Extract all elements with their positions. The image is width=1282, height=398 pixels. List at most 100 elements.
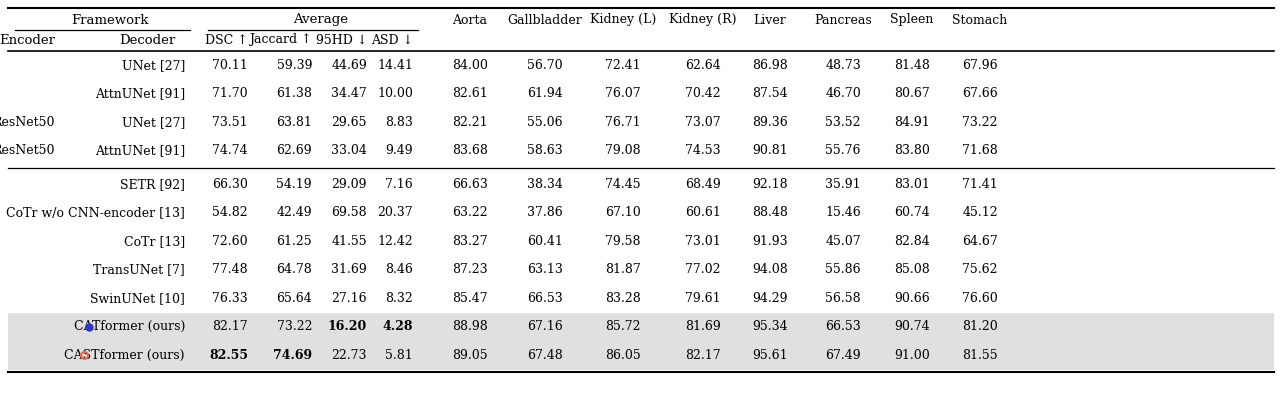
- Text: 54.19: 54.19: [277, 178, 312, 191]
- Text: 76.07: 76.07: [605, 87, 641, 100]
- Text: 85.08: 85.08: [894, 263, 929, 276]
- Text: SETR [92]: SETR [92]: [121, 178, 185, 191]
- Text: 7.16: 7.16: [386, 178, 413, 191]
- Text: 62.64: 62.64: [685, 59, 720, 72]
- Text: 48.73: 48.73: [826, 59, 862, 72]
- Text: 29.09: 29.09: [332, 178, 367, 191]
- Text: 45.07: 45.07: [826, 235, 860, 248]
- Text: 71.70: 71.70: [213, 87, 247, 100]
- Text: 70.11: 70.11: [213, 59, 247, 72]
- Text: 95.34: 95.34: [753, 320, 788, 333]
- Text: 95HD ↓: 95HD ↓: [315, 33, 367, 47]
- Text: Liver: Liver: [754, 14, 786, 27]
- Text: 60.61: 60.61: [685, 206, 720, 219]
- Text: 92.18: 92.18: [753, 178, 788, 191]
- Text: 68.49: 68.49: [685, 178, 720, 191]
- Text: 73.07: 73.07: [685, 116, 720, 129]
- Text: 85.72: 85.72: [605, 320, 641, 333]
- Text: 14.41: 14.41: [377, 59, 413, 72]
- Text: 33.04: 33.04: [331, 144, 367, 157]
- Text: 66.30: 66.30: [212, 178, 247, 191]
- Text: 8.46: 8.46: [385, 263, 413, 276]
- Text: 59.39: 59.39: [277, 59, 312, 72]
- Text: 89.36: 89.36: [753, 116, 788, 129]
- Text: 61.94: 61.94: [527, 87, 563, 100]
- Text: 5.81: 5.81: [386, 349, 413, 362]
- Text: 82.17: 82.17: [213, 320, 247, 333]
- Text: AttnUNet [91]: AttnUNet [91]: [95, 144, 185, 157]
- Text: 86.98: 86.98: [753, 59, 788, 72]
- Text: 75.62: 75.62: [963, 263, 997, 276]
- Text: Kidney (R): Kidney (R): [669, 14, 737, 27]
- Text: Spleen: Spleen: [890, 14, 933, 27]
- Text: 76.33: 76.33: [213, 292, 247, 305]
- Text: 73.22: 73.22: [277, 320, 312, 333]
- Text: 67.16: 67.16: [527, 320, 563, 333]
- Text: UNet [27]: UNet [27]: [122, 59, 185, 72]
- Text: 16.20: 16.20: [328, 320, 367, 333]
- Text: 84.00: 84.00: [453, 59, 488, 72]
- Text: 83.01: 83.01: [894, 178, 929, 191]
- Text: 41.55: 41.55: [331, 235, 367, 248]
- Text: 67.49: 67.49: [826, 349, 860, 362]
- Text: 64.78: 64.78: [276, 263, 312, 276]
- Text: Jaccard ↑: Jaccard ↑: [250, 33, 312, 47]
- Text: 79.61: 79.61: [685, 292, 720, 305]
- Text: 66.53: 66.53: [826, 320, 862, 333]
- Text: 62.69: 62.69: [277, 144, 312, 157]
- Text: 84.91: 84.91: [894, 116, 929, 129]
- Text: 10.00: 10.00: [377, 87, 413, 100]
- Text: 64.67: 64.67: [962, 235, 997, 248]
- Text: 82.55: 82.55: [209, 349, 247, 362]
- Text: Aorta: Aorta: [453, 14, 487, 27]
- Text: 73.01: 73.01: [685, 235, 720, 248]
- Text: 46.70: 46.70: [826, 87, 862, 100]
- Text: 55.76: 55.76: [826, 144, 860, 157]
- Text: 74.74: 74.74: [213, 144, 247, 157]
- Text: 72.41: 72.41: [605, 59, 641, 72]
- Text: 82.84: 82.84: [894, 235, 929, 248]
- Text: 70.42: 70.42: [685, 87, 720, 100]
- Text: 79.58: 79.58: [605, 235, 641, 248]
- Text: DSC ↑: DSC ↑: [205, 33, 247, 47]
- Text: Encoder: Encoder: [0, 33, 55, 47]
- Text: CASTformer (ours): CASTformer (ours): [64, 349, 185, 362]
- Bar: [8, 341, 1274, 369]
- Text: 56.58: 56.58: [826, 292, 860, 305]
- Text: 85.47: 85.47: [453, 292, 488, 305]
- Text: 83.27: 83.27: [453, 235, 488, 248]
- Text: 74.53: 74.53: [685, 144, 720, 157]
- Text: 15.46: 15.46: [826, 206, 862, 219]
- Text: 38.34: 38.34: [527, 178, 563, 191]
- Text: 90.81: 90.81: [753, 144, 788, 157]
- Text: 71.68: 71.68: [962, 144, 997, 157]
- Text: 90.66: 90.66: [894, 292, 929, 305]
- Text: 80.67: 80.67: [894, 87, 929, 100]
- Text: 81.55: 81.55: [963, 349, 997, 362]
- Text: 81.87: 81.87: [605, 263, 641, 276]
- Text: 58.63: 58.63: [527, 144, 563, 157]
- Text: 9.49: 9.49: [386, 144, 413, 157]
- Text: 90.74: 90.74: [894, 320, 929, 333]
- Text: 60.74: 60.74: [894, 206, 929, 219]
- Text: 69.58: 69.58: [331, 206, 367, 219]
- Text: 63.22: 63.22: [453, 206, 488, 219]
- Text: SwinUNet [10]: SwinUNet [10]: [90, 292, 185, 305]
- Text: AttnUNet [91]: AttnUNet [91]: [95, 87, 185, 100]
- Text: 87.54: 87.54: [753, 87, 788, 100]
- Text: Framework: Framework: [72, 14, 149, 27]
- Text: 55.06: 55.06: [527, 116, 563, 129]
- Text: UNet [27]: UNet [27]: [122, 116, 185, 129]
- Text: Decoder: Decoder: [119, 33, 176, 47]
- Text: 82.17: 82.17: [685, 349, 720, 362]
- Text: 34.47: 34.47: [331, 87, 367, 100]
- Text: 31.69: 31.69: [331, 263, 367, 276]
- Text: 73.22: 73.22: [963, 116, 997, 129]
- Text: 63.13: 63.13: [527, 263, 563, 276]
- Text: 72.60: 72.60: [213, 235, 247, 248]
- Text: CoTr w/o CNN-encoder [13]: CoTr w/o CNN-encoder [13]: [6, 206, 185, 219]
- Text: 83.80: 83.80: [894, 144, 929, 157]
- Text: 73.51: 73.51: [213, 116, 247, 129]
- Text: Average: Average: [294, 14, 347, 27]
- Text: 86.05: 86.05: [605, 349, 641, 362]
